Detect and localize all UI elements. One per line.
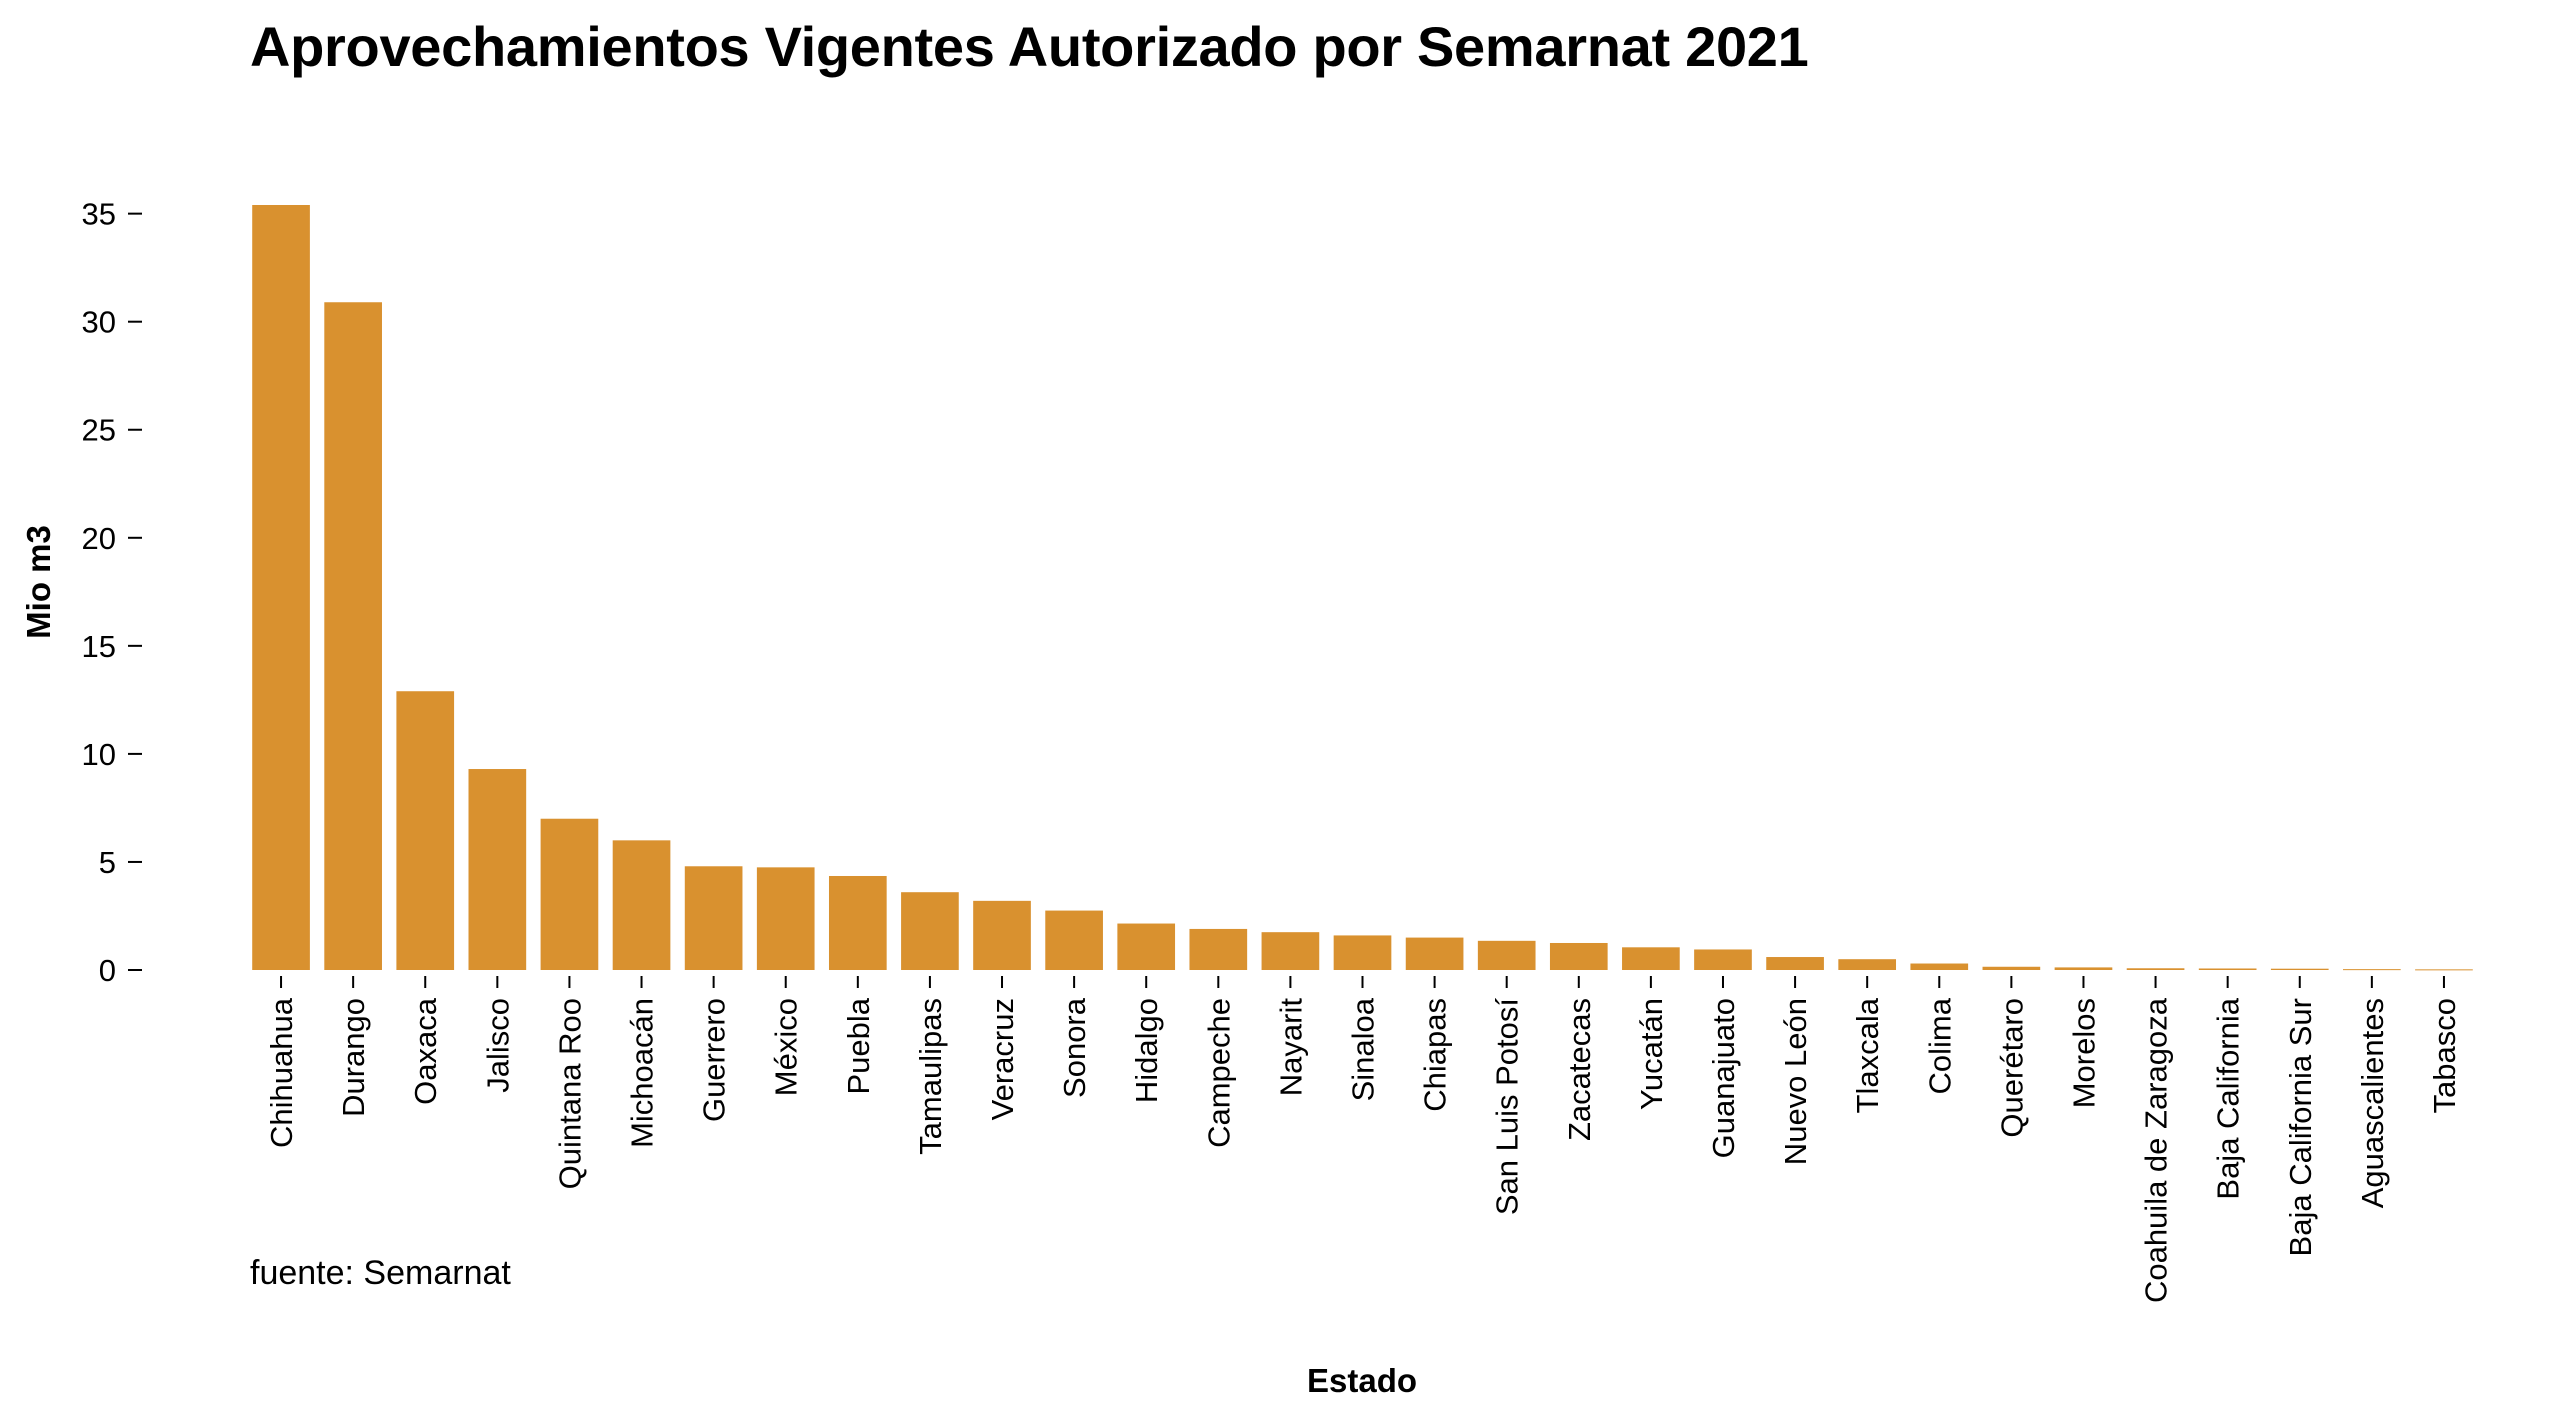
x-tick-label: Quintana Roo <box>552 998 587 1189</box>
bar <box>2126 968 2185 970</box>
y-tick-label: 0 <box>99 953 116 988</box>
bar <box>540 818 599 970</box>
bar <box>2270 968 2329 970</box>
x-tick-label: Oaxaca <box>408 997 443 1105</box>
x-tick-label: Michoacán <box>625 998 660 1148</box>
bar <box>1405 937 1464 970</box>
x-tick-label: Hidalgo <box>1129 998 1164 1103</box>
bar <box>2343 969 2401 971</box>
x-tick-label: Sonora <box>1057 997 1092 1098</box>
x-tick-label: Chihuahua <box>264 997 299 1148</box>
bar <box>1549 942 1608 970</box>
bar <box>1982 966 2041 970</box>
x-tick-label: Coahuila de Zaragoza <box>2139 997 2174 1303</box>
bar <box>756 867 815 970</box>
x-tick-label: Tamaulipas <box>913 998 948 1155</box>
y-axis-title: Mio m3 <box>20 525 57 639</box>
bar <box>1766 957 1824 970</box>
x-tick-label: Tabasco <box>2427 998 2462 1113</box>
y-axis: 0 5 10 15 20 25 30 35 <box>82 197 142 988</box>
bar <box>324 302 382 971</box>
x-tick-label: Guerrero <box>697 998 732 1122</box>
bar <box>1261 932 1320 970</box>
y-tick-label: 35 <box>82 197 116 232</box>
x-tick-label: Puebla <box>841 997 876 1094</box>
x-tick-label: Morelos <box>2066 998 2101 1108</box>
bar <box>2198 968 2257 970</box>
x-tick-label: San Luis Potosí <box>1490 998 1525 1216</box>
x-tick-label: México <box>769 998 804 1096</box>
y-tick-label: 15 <box>82 629 116 664</box>
y-tick-label: 20 <box>82 521 116 556</box>
bar <box>2415 969 2473 971</box>
x-tick-label: Nayarit <box>1273 998 1308 1097</box>
bar <box>1189 928 1248 970</box>
x-tick-label: Querétaro <box>1994 998 2029 1138</box>
x-tick-label: Guanajuato <box>1706 998 1741 1158</box>
x-tick-label: Campeche <box>1201 998 1236 1148</box>
bar <box>973 900 1031 970</box>
bar <box>901 892 959 970</box>
bars <box>252 205 2473 971</box>
bar <box>612 840 671 970</box>
x-tick-label: Colima <box>1922 997 1957 1094</box>
x-tick-label: Jalisco <box>480 998 515 1093</box>
bar <box>2054 967 2113 970</box>
x-tick-label: Veracruz <box>985 998 1020 1120</box>
bar <box>468 769 527 970</box>
source-note: fuente: Semarnat <box>250 1254 511 1292</box>
x-tick-label: Baja California <box>2211 997 2246 1199</box>
x-axis: Chihuahua Durango Oaxaca Jalisco Quintana Ro… <box>264 976 2462 1303</box>
x-tick-label: Nuevo León <box>1778 998 1813 1165</box>
x-tick-label: Tlaxcala <box>1850 997 1885 1113</box>
x-tick-label: Chiapas <box>1418 998 1453 1112</box>
bar <box>252 205 310 970</box>
bar <box>396 691 455 970</box>
y-tick-label: 30 <box>82 305 116 340</box>
y-tick-label: 25 <box>82 413 116 448</box>
bar <box>1622 947 1680 970</box>
x-tick-label: Durango <box>336 998 371 1117</box>
x-axis-title: Estado <box>1307 1362 1417 1399</box>
x-tick-label: Yucatán <box>1634 998 1669 1110</box>
y-tick-label: 10 <box>82 737 116 772</box>
x-tick-label: Sinaloa <box>1346 997 1381 1101</box>
x-tick-label: Baja California Sur <box>2283 998 2318 1256</box>
bar <box>1333 935 1392 970</box>
bar <box>1477 940 1536 970</box>
bar <box>828 875 887 970</box>
bar <box>1838 959 1897 970</box>
y-tick-label: 5 <box>99 845 116 880</box>
bar <box>1117 923 1176 970</box>
chart-title: Aprovechamientos Vigentes Autorizado por… <box>250 15 1809 78</box>
x-tick-label: Zacatecas <box>1562 998 1597 1141</box>
x-tick-label: Aguascalientes <box>2355 998 2390 1208</box>
bar <box>1045 910 1103 970</box>
bar <box>1694 949 1752 970</box>
bar <box>1910 963 1969 970</box>
bar <box>684 866 743 970</box>
